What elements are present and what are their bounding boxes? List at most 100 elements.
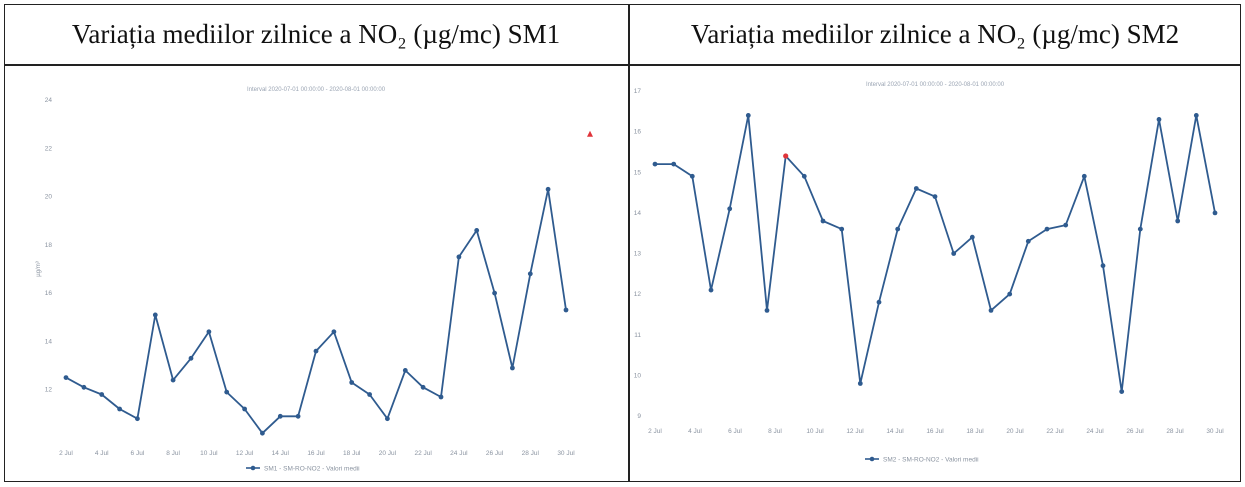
sm1-x-tick-label: 30 Jul bbox=[557, 450, 575, 457]
sm2-data-point bbox=[839, 226, 845, 232]
sm1-data-point bbox=[367, 392, 372, 397]
sm2-x-tick-label: 10 Jul bbox=[806, 428, 824, 435]
sm1-data-point bbox=[402, 368, 408, 373]
sm1-x-tick-label: 2 Jul bbox=[59, 450, 73, 457]
sm2-legend-label: SM2 - SM-RO-NO2 - Valori medii bbox=[883, 456, 979, 463]
sm2-data-point bbox=[801, 173, 807, 179]
sm2-y-tick-label: 13 bbox=[634, 251, 642, 258]
sm2-x-tick-label: 2 Jul bbox=[648, 428, 662, 435]
sm1-x-tick-label: 6 Jul bbox=[131, 450, 145, 457]
sm2-data-point bbox=[671, 161, 677, 167]
sm2-x-tick-label: 20 Jul bbox=[1006, 428, 1024, 435]
chart-sm1: Interval 2020-07-01 00:00:00 - 2020-08-0… bbox=[36, 87, 593, 472]
sm2-data-point bbox=[932, 194, 938, 200]
sm2-data-point bbox=[689, 173, 695, 179]
sm1-data-point bbox=[81, 384, 87, 390]
sm2-data-point bbox=[988, 308, 994, 313]
sm2-legend-marker bbox=[869, 456, 875, 462]
sm2-x-tick-label: 16 Jul bbox=[926, 428, 944, 435]
sm1-y-tick-label: 24 bbox=[45, 97, 53, 104]
sm1-data-point bbox=[385, 416, 390, 422]
sm2-data-point bbox=[913, 186, 919, 191]
sm2-data-point bbox=[1025, 238, 1031, 244]
sm2-data-point bbox=[1081, 173, 1087, 179]
sm1-x-tick-label: 14 Jul bbox=[272, 450, 290, 457]
sm2-x-tick-label: 22 Jul bbox=[1046, 428, 1064, 435]
sm1-outlier-marker bbox=[587, 130, 593, 137]
sm2-data-point bbox=[1007, 291, 1013, 297]
sm1-x-tick-label: 26 Jul bbox=[486, 450, 504, 457]
sm1-data-point bbox=[438, 394, 444, 400]
sm1-data-point bbox=[456, 254, 462, 260]
sm2-data-point bbox=[1156, 117, 1162, 122]
sm2-x-tick-label: 8 Jul bbox=[768, 428, 782, 435]
sm2-data-point bbox=[1119, 389, 1125, 394]
sm2-data-point bbox=[1137, 226, 1143, 232]
sm1-data-point bbox=[152, 312, 158, 318]
sm2-data-point bbox=[1175, 218, 1181, 224]
sm1-data-point bbox=[224, 389, 230, 395]
sm2-x-tick-label: 28 Jul bbox=[1166, 428, 1184, 435]
sm1-x-tick-label: 8 Jul bbox=[166, 450, 180, 457]
sm2-data-point bbox=[857, 381, 863, 386]
sm2-x-tick-label: 14 Jul bbox=[886, 428, 904, 435]
sm1-x-tick-label: 18 Jul bbox=[343, 450, 361, 457]
sm1-data-point bbox=[510, 365, 515, 371]
sm1-data-point bbox=[545, 186, 551, 192]
panel-title-sm2: Variația mediilor zilnice a NO₂ (µg/mc) … bbox=[690, 18, 1180, 49]
sm2-y-tick-label: 15 bbox=[634, 169, 642, 176]
sm2-x-tick-label: 18 Jul bbox=[966, 428, 984, 435]
sm2-x-tick-label: 30 Jul bbox=[1206, 428, 1224, 435]
sm1-y-tick-label: 22 bbox=[45, 145, 53, 152]
header-divider bbox=[4, 64, 1241, 66]
sm1-data-point bbox=[563, 307, 569, 313]
sm1-data-point bbox=[277, 413, 283, 419]
sm2-subtitle: Interval 2020-07-01 00:00:00 - 2020-08-0… bbox=[866, 82, 1005, 88]
sm1-data-point bbox=[331, 329, 337, 335]
sm1-x-tick-label: 4 Jul bbox=[95, 450, 109, 457]
sm2-data-point bbox=[708, 287, 714, 293]
sm1-data-point bbox=[474, 228, 480, 233]
sm1-y-tick-label: 14 bbox=[45, 338, 53, 345]
sm1-data-point bbox=[99, 392, 105, 397]
sm1-data-point bbox=[242, 406, 248, 412]
sm2-y-tick-label: 10 bbox=[634, 372, 642, 379]
sm1-data-point bbox=[313, 348, 319, 354]
sm2-data-point bbox=[876, 299, 882, 305]
sm1-data-point bbox=[260, 430, 265, 436]
sm1-data-point bbox=[492, 290, 497, 296]
sm2-series-line bbox=[655, 114, 1216, 393]
sm1-data-point bbox=[170, 377, 176, 383]
sm2-y-tick-label: 9 bbox=[637, 413, 641, 420]
sm1-data-point bbox=[295, 413, 301, 419]
sm1-y-tick-label: 18 bbox=[45, 242, 53, 249]
sm2-x-tick-label: 24 Jul bbox=[1086, 428, 1104, 435]
sm1-subtitle: Interval 2020-07-01 00:00:00 - 2020-08-0… bbox=[247, 87, 386, 93]
sm2-data-point bbox=[1063, 222, 1069, 228]
sm1-series-line bbox=[65, 188, 567, 435]
sm1-y-axis-label: µg/m³ bbox=[36, 261, 42, 276]
sm2-data-point bbox=[1100, 263, 1106, 269]
sm1-data-point bbox=[188, 355, 194, 361]
sm2-x-tick-label: 26 Jul bbox=[1126, 428, 1144, 435]
sm2-data-point bbox=[1044, 226, 1050, 232]
sm1-x-tick-label: 28 Jul bbox=[522, 450, 540, 457]
sm2-y-tick-label: 17 bbox=[634, 88, 642, 95]
sm2-y-tick-label: 12 bbox=[634, 291, 642, 298]
sm1-x-tick-label: 20 Jul bbox=[379, 450, 397, 457]
sm2-data-point bbox=[652, 161, 658, 167]
table-frame bbox=[4, 4, 1241, 482]
sm2-data-point bbox=[951, 251, 957, 256]
chart-sm2: Interval 2020-07-01 00:00:00 - 2020-08-0… bbox=[634, 82, 1224, 463]
sm1-legend-marker bbox=[250, 465, 256, 471]
sm2-data-point bbox=[1212, 210, 1218, 216]
sm1-y-tick-label: 16 bbox=[45, 290, 53, 297]
sm1-x-tick-label: 16 Jul bbox=[307, 450, 325, 457]
sm2-data-point bbox=[1193, 113, 1199, 118]
sm1-y-tick-label: 20 bbox=[45, 194, 53, 201]
sm2-y-tick-label: 16 bbox=[634, 129, 642, 136]
sm2-x-tick-label: 12 Jul bbox=[846, 428, 864, 435]
panel-title-sm1: Variația mediilor zilnice a NO₂ (µg/mc) … bbox=[71, 18, 561, 49]
sm1-data-point bbox=[135, 416, 140, 422]
sm2-x-tick-label: 4 Jul bbox=[688, 428, 702, 435]
